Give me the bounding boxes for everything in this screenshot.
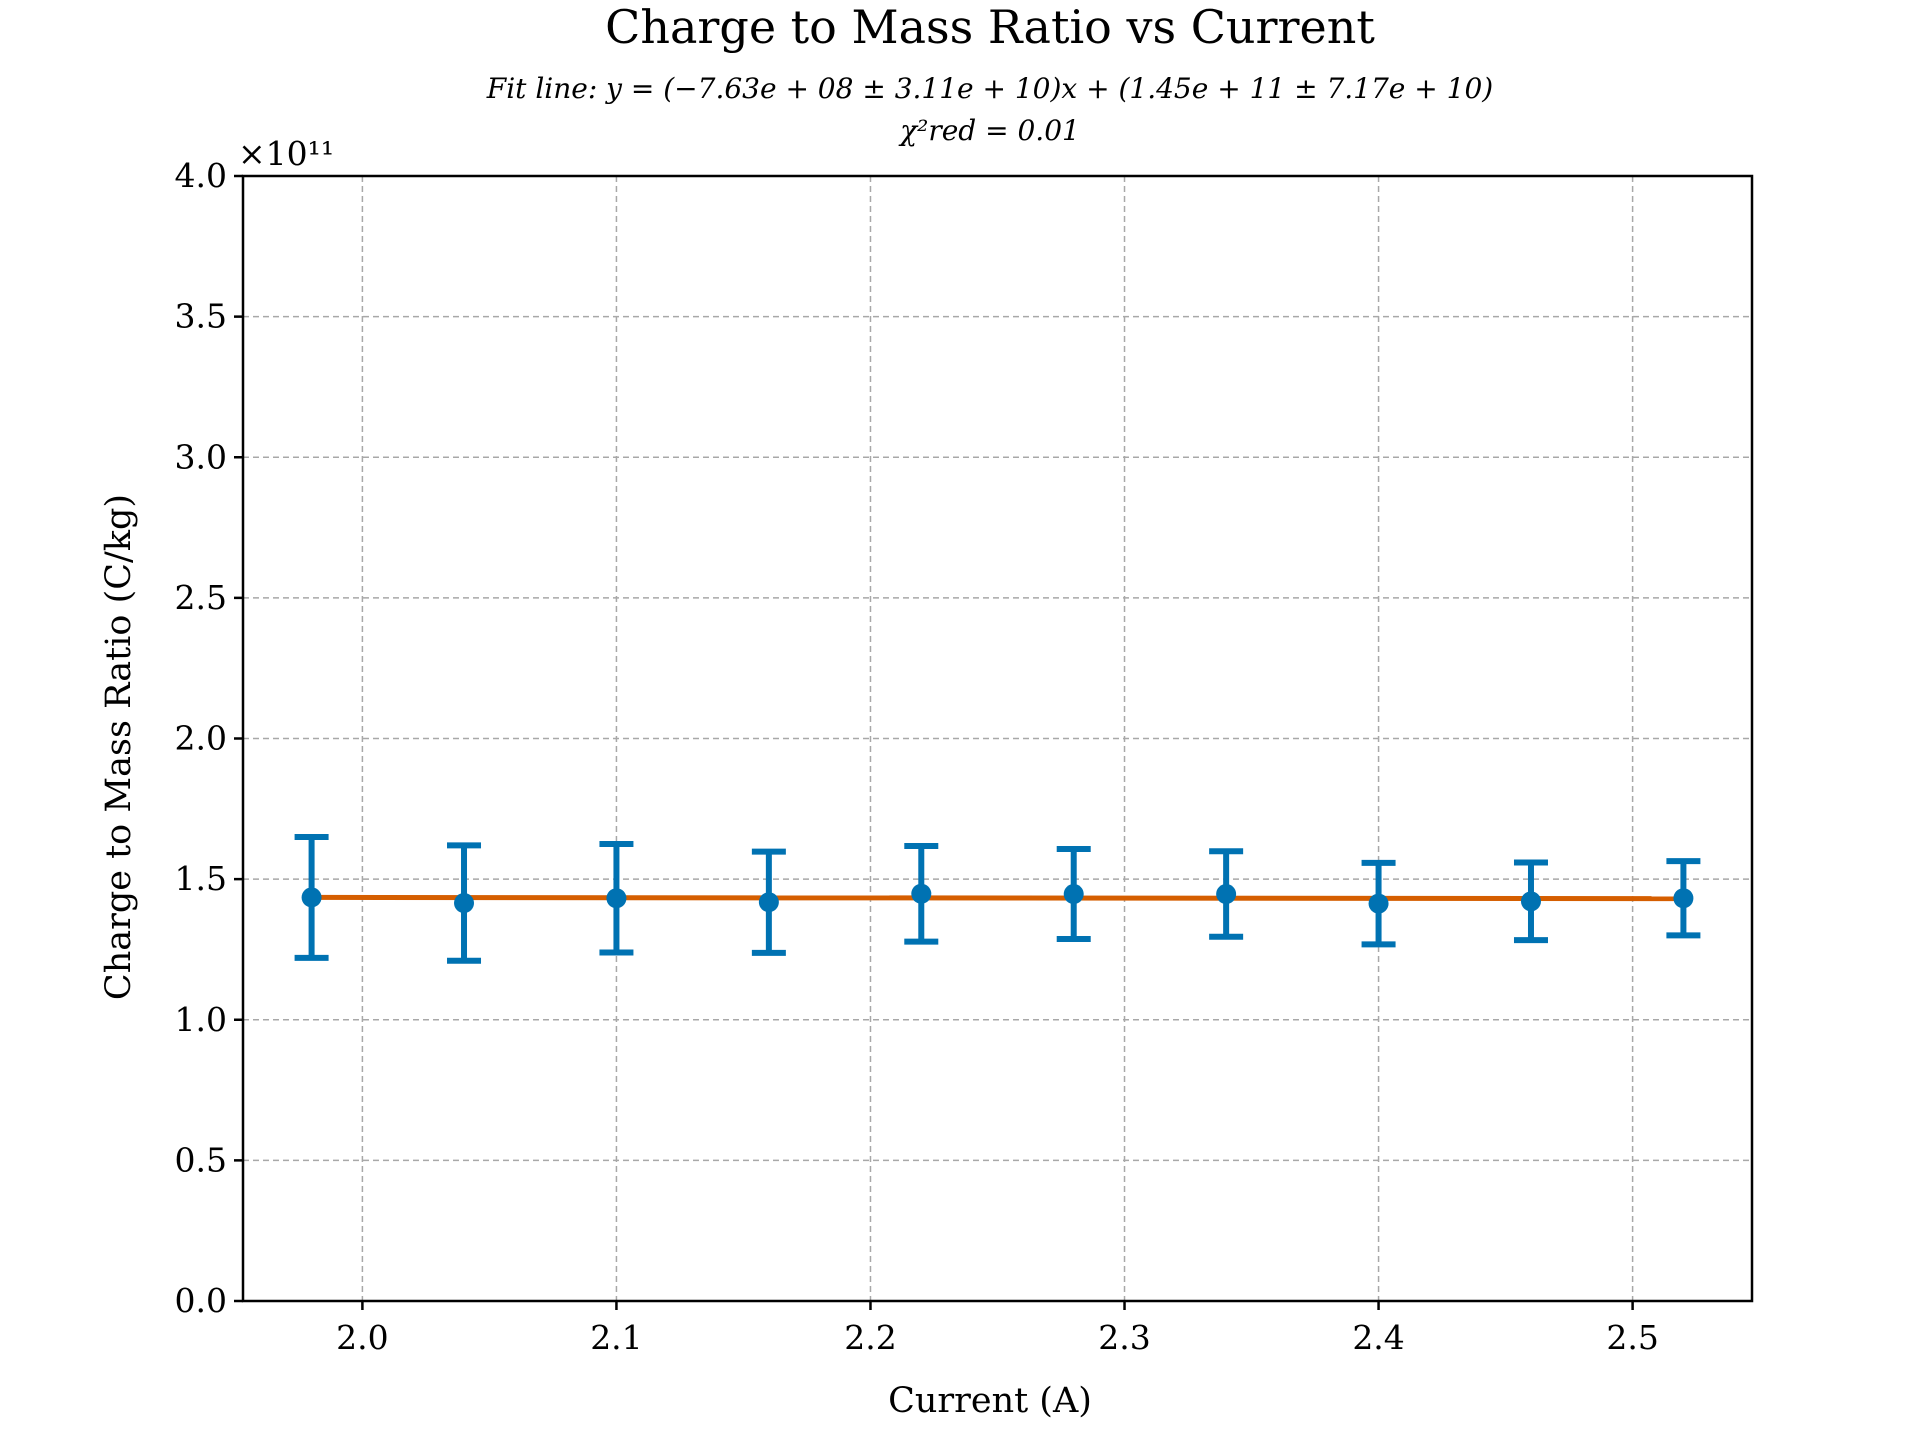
data-point <box>1673 888 1694 909</box>
data-point <box>606 888 627 909</box>
data-point <box>301 887 322 908</box>
errorbar-series <box>294 833 1701 964</box>
x-tick-label: 2.5 <box>1606 1318 1658 1357</box>
fit-line <box>311 894 1684 902</box>
data-point <box>1368 893 1389 914</box>
y-tick-label: 2.5 <box>175 578 227 617</box>
x-tick-label: 2.2 <box>844 1318 896 1357</box>
errorbar-point <box>1209 848 1244 940</box>
errorbar-point <box>751 848 786 956</box>
data-point <box>1520 891 1541 912</box>
chart-title: Charge to Mass Ratio vs Current <box>605 0 1375 54</box>
errorbar-point <box>447 842 482 964</box>
y-tick-label: 1.5 <box>175 859 227 898</box>
grid <box>243 175 1752 1302</box>
data-point <box>758 892 779 913</box>
data-point <box>454 893 475 914</box>
chart-subtitle-fit: Fit line: y = (−7.63e + 08 ± 3.11e + 10)… <box>486 72 1493 105</box>
y-tick-label: 0.5 <box>175 1140 227 1179</box>
errorbar-point <box>1513 859 1548 944</box>
y-tick-label: 0.0 <box>175 1281 227 1320</box>
errorbar-point <box>599 840 634 956</box>
errorbar-point <box>294 833 329 961</box>
y-tick-label: 4.0 <box>175 156 227 195</box>
data-point <box>1063 884 1084 905</box>
errorbar-point <box>1666 858 1701 939</box>
y-tick-label: 3.0 <box>175 437 227 476</box>
y-offset-label: ×10¹¹ <box>238 134 334 173</box>
y-tick-label: 1.0 <box>175 1000 227 1039</box>
x-tick-label: 2.4 <box>1352 1318 1404 1357</box>
y-tick-label: 2.0 <box>175 719 227 758</box>
y-tick-label: 3.5 <box>175 297 227 336</box>
chart-subtitle-chi: χ²red = 0.01 <box>898 114 1080 147</box>
errorbar-point <box>1056 846 1091 943</box>
errorbar-point <box>904 842 939 945</box>
errorbar-point <box>1361 859 1396 948</box>
fit-line-group <box>311 894 1684 902</box>
x-tick-label: 2.3 <box>1098 1318 1150 1357</box>
data-point <box>1216 884 1237 905</box>
axes: 2.0 2.1 2.2 2.3 2.4 2.5 0.0 0.5 1.0 1.5 2.0 2.5 3.0 3… <box>175 156 1754 1357</box>
x-tick-label: 2.1 <box>590 1318 642 1357</box>
y-axis-label: Charge to Mass Ratio (C/kg) <box>99 494 139 1000</box>
x-tick-label: 2.0 <box>336 1318 388 1357</box>
data-point <box>911 883 932 904</box>
x-axis-label: Current (A) <box>888 1381 1092 1421</box>
